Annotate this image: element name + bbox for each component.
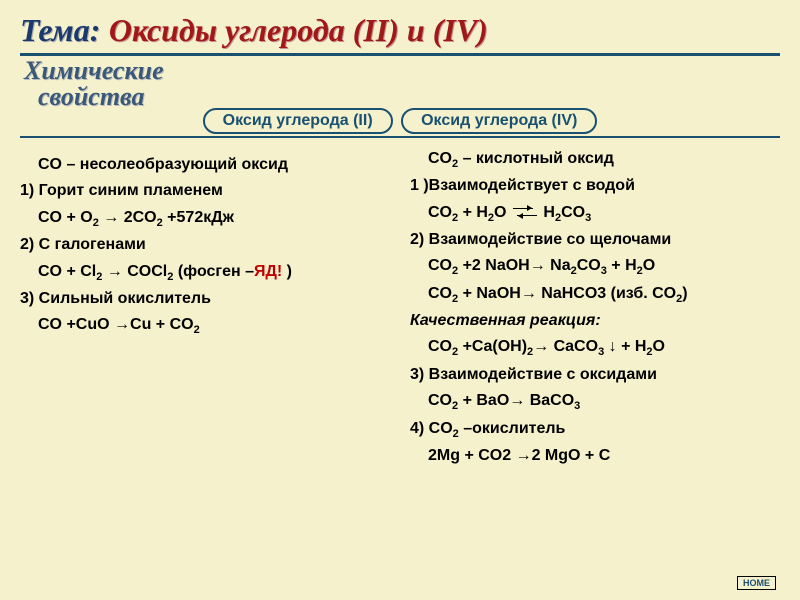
r10: CO2 + BaO→ BaCO3 — [410, 388, 780, 415]
r9: 3) Взаимодействие с оксидами — [410, 362, 780, 388]
l5: CO + Cl2 → COCl2 (фосген –ЯД! ) — [20, 259, 390, 286]
r6: CO2 + NaOH→ NaHCO3 (изб. CO2) — [410, 281, 780, 308]
l1: CO – несолеобразующий оксид — [20, 152, 390, 178]
r4: 2) Взаимодействие со щелочами — [410, 227, 780, 253]
topic-title: Оксиды углерода (II) и (IV) — [109, 12, 488, 48]
home-button[interactable]: HOME — [737, 576, 776, 590]
column-right: CO2 – кислотный оксид 1 )Взаимодействует… — [400, 146, 780, 469]
l6: 3) Сильный окислитель — [20, 286, 390, 312]
tab-oxide-2[interactable]: Оксид углерода (II) — [203, 108, 393, 134]
tab-oxide-4[interactable]: Оксид углерода (IV) — [401, 108, 597, 134]
header: Тема: Оксиды углерода (II) и (IV) — [0, 0, 800, 49]
tabs-row: Оксид углерода (II) Оксид углерода (IV) — [0, 108, 800, 134]
l7: CO +CuO →Cu + CO2 — [20, 312, 390, 339]
equilibrium-arrow-icon — [511, 206, 539, 218]
topic-label: Тема: — [20, 12, 100, 48]
r12: 2Mg + CO2 →2 MgO + C — [410, 443, 780, 469]
r8: CO2 +Ca(OH)2→ CaCO3 ↓ + H2O — [410, 334, 780, 361]
subtitle: Химические свойства — [24, 58, 800, 110]
r11: 4) CO2 –окислитель — [410, 416, 780, 443]
r5: CO2 +2 NaOH→ Na2CO3 + H2O — [410, 253, 780, 280]
l2: 1) Горит синим пламенем — [20, 178, 390, 204]
l3: CO + O2 → 2CO2 +572кДж — [20, 205, 390, 232]
l4: 2) С галогенами — [20, 232, 390, 258]
r7: Качественная реакция: — [410, 308, 780, 334]
column-left: CO – несолеобразующий оксид 1) Горит син… — [20, 146, 400, 469]
r1: CO2 – кислотный оксид — [410, 146, 780, 173]
r3: CO2 + H2O H2CO3 — [410, 200, 780, 227]
divider-sub — [20, 136, 780, 138]
subtitle-line2: свойства — [24, 84, 800, 110]
content-columns: CO – несолеобразующий оксид 1) Горит син… — [0, 146, 800, 469]
subtitle-line1: Химические — [24, 58, 800, 84]
r2: 1 )Взаимодействует с водой — [410, 173, 780, 199]
